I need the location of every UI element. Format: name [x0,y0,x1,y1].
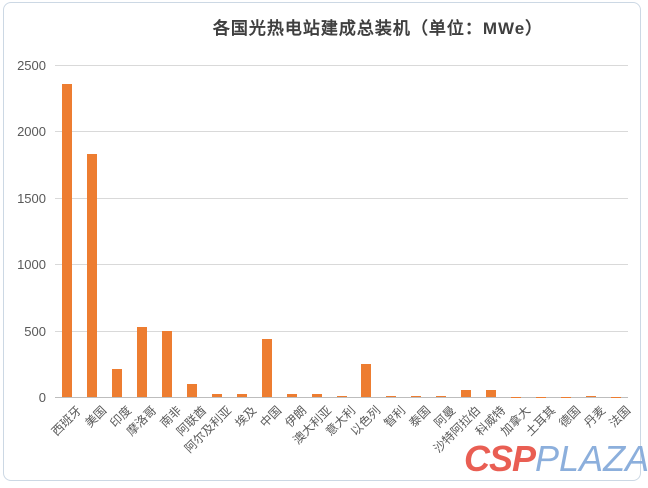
bar-以色列 [361,364,372,397]
chart-title: 各国光热电站建成总装机（单位：MWe） [212,19,544,38]
y-tick-label-2500: 2500 [17,58,46,73]
y-tick-label-0: 0 [38,390,46,405]
bar-西班牙 [62,83,73,397]
y-tick-label-1500: 1500 [17,190,46,206]
gridline-1500 [55,197,628,199]
y-tick-label-2000: 2000 [17,124,46,140]
bar-印度 [112,369,123,397]
image-border-frame [3,2,641,481]
bar-澳大利亚 [311,394,322,397]
bar-阿曼 [436,396,447,397]
bar-泰国 [411,395,422,397]
x-axis-line [55,397,628,398]
bar-智利 [386,395,397,397]
bar-中国 [261,338,272,397]
gridline-2000 [55,131,628,133]
y-tick-label-1000: 1000 [17,257,46,273]
bar-沙特阿拉伯 [461,390,472,397]
bar-丹麦 [585,395,596,397]
y-tick-label-500: 500 [24,323,46,339]
watermark-plaza-text: PLAZA [535,438,648,479]
gridline-1000 [55,264,628,266]
bar-科威特 [485,390,496,397]
bar-阿联酋 [187,383,198,397]
bar-美国 [87,153,98,397]
bar-埃及 [236,394,247,397]
bar-意大利 [336,395,347,397]
bar-摩洛哥 [137,326,148,397]
bar-南非 [162,330,173,397]
cspplaza-watermark: CSPPLAZA [464,441,648,477]
bar-伊朗 [286,394,297,397]
bar-阿尔及利亚 [211,393,222,397]
watermark-csp-text: CSP [464,438,536,479]
gridline-2500 [55,65,628,66]
gridline-500 [55,330,628,332]
